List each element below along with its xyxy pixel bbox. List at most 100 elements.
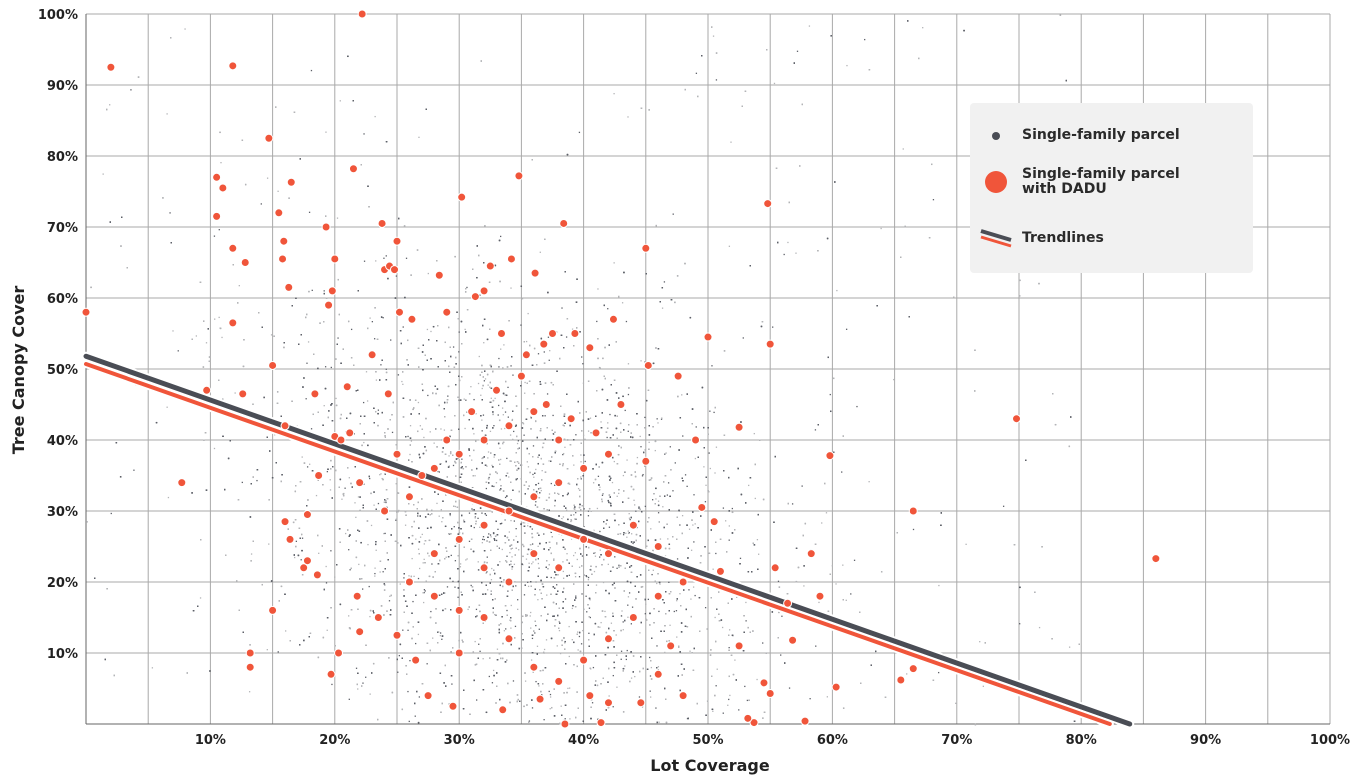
parcel-point (353, 433, 355, 435)
parcel-point (452, 464, 455, 467)
parcel-point (531, 543, 534, 545)
parcel-point (441, 638, 443, 640)
parcel-point (331, 683, 333, 686)
parcel-point (459, 566, 462, 568)
parcel-point (450, 554, 452, 557)
parcel-point (487, 457, 489, 459)
parcel-point (635, 510, 637, 512)
parcel-point (608, 526, 611, 528)
parcel-point (535, 501, 537, 503)
parcel-point (725, 520, 727, 522)
parcel-point (842, 564, 844, 566)
parcel-point (509, 619, 511, 621)
parcel-point (335, 397, 337, 400)
parcel-point (651, 499, 654, 501)
parcel-point (418, 696, 421, 698)
parcel-point (535, 468, 537, 471)
parcel-point (500, 348, 502, 350)
parcel-point (582, 434, 585, 436)
parcel-point (679, 524, 681, 526)
parcel-point (548, 690, 550, 693)
parcel-point (566, 493, 569, 496)
parcel-point (315, 494, 318, 497)
parcel-point (379, 571, 381, 573)
parcel-point (756, 539, 759, 541)
parcel-point (503, 630, 506, 632)
parcel-point (574, 552, 577, 554)
parcel-point (464, 427, 466, 430)
parcel-point (612, 706, 614, 708)
parcel-point (380, 364, 382, 366)
parcel-point (713, 411, 715, 414)
parcel-point (772, 326, 774, 328)
parcel-point (433, 442, 435, 444)
parcel-point (518, 549, 520, 551)
parcel-point (363, 441, 365, 444)
parcel-point (676, 600, 678, 602)
parcel-point (657, 500, 660, 502)
parcel-point (407, 690, 409, 693)
parcel-point (660, 418, 663, 420)
parcel-point (355, 516, 357, 519)
parcel-point (596, 320, 598, 323)
parcel-point (835, 583, 837, 585)
parcel-point (593, 570, 596, 573)
parcel-point (362, 401, 365, 404)
parcel-point (537, 482, 540, 485)
parcel-point (512, 680, 515, 682)
parcel-point (618, 492, 620, 495)
parcel-point (836, 289, 838, 292)
parcel-point (575, 518, 577, 520)
parcel-point (504, 496, 507, 499)
parcel-point (415, 642, 417, 645)
parcel-point (587, 510, 590, 512)
parcel-point (307, 341, 310, 343)
parcel-point (481, 430, 483, 432)
parcel-point (560, 705, 562, 707)
parcel-point (516, 478, 518, 480)
parcel-point (629, 518, 631, 521)
parcel-point (382, 317, 384, 319)
parcel-point (554, 571, 557, 574)
parcel-point (516, 442, 519, 445)
parcel-point (590, 432, 592, 434)
parcel-point (522, 564, 524, 566)
parcel-point (745, 620, 747, 622)
parcel-point (711, 365, 713, 367)
parcel-point (151, 667, 154, 669)
parcel-point (537, 599, 539, 601)
parcel-point (306, 466, 309, 468)
parcel-point (377, 409, 380, 411)
parcel-point (754, 497, 756, 500)
parcel-point (492, 669, 495, 672)
parcel-point (408, 720, 410, 723)
parcel-point (508, 564, 511, 566)
parcel-point (527, 585, 530, 588)
parcel-point (509, 545, 511, 547)
parcel-point (419, 425, 422, 427)
parcel-point (295, 540, 298, 542)
parcel-point (682, 435, 684, 437)
parcel-point (409, 399, 411, 401)
parcel-point (218, 316, 220, 319)
parcel-point (644, 505, 647, 508)
parcel-point (729, 694, 731, 697)
parcel-point (373, 504, 375, 506)
parcel-point (564, 718, 566, 720)
parcel-point (650, 666, 653, 669)
parcel-point (528, 562, 530, 564)
parcel-point (370, 524, 373, 527)
parcel-point (470, 584, 472, 587)
parcel-point (543, 719, 545, 721)
parcel-point (622, 621, 624, 623)
parcel-point (689, 650, 691, 652)
parcel-point (527, 312, 529, 315)
parcel-point (523, 594, 526, 596)
parcel-point (938, 584, 940, 587)
parcel-point (431, 563, 433, 565)
parcel-point (734, 659, 736, 661)
parcel-point (480, 394, 482, 396)
parcel-point (645, 603, 647, 605)
parcel-point (620, 658, 622, 660)
parcel-point (531, 563, 533, 565)
